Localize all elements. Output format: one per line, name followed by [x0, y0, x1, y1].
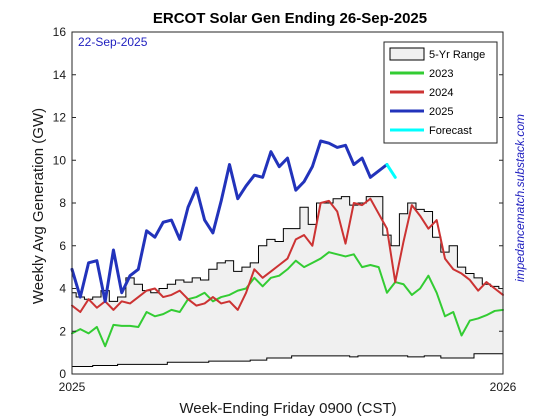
x-axis-label: Week-Ending Friday 0900 (CST): [179, 400, 396, 417]
x-tick-label: 2026: [490, 380, 517, 394]
y-tick-label: 4: [59, 282, 66, 296]
y-tick-label: 10: [53, 153, 67, 167]
legend: 5-Yr Range 2023 2024 2025 Forecast: [383, 41, 498, 144]
legend-label: Forecast: [429, 125, 472, 137]
y-tick-label: 0: [59, 367, 66, 381]
series-line-forecast: [385, 163, 397, 179]
chart-title: ERCOT Solar Gen Ending 26-Sep-2025: [153, 10, 427, 27]
y-tick-label: 14: [53, 68, 67, 82]
x-tick-label: 2025: [59, 380, 86, 394]
y-tick-label: 8: [59, 196, 66, 210]
series-line-2023: [71, 251, 504, 348]
legend-label: 2024: [429, 87, 453, 99]
y-tick-label: 12: [53, 111, 67, 125]
y-axis-label: Weekly Avg Generation (GW): [30, 108, 47, 304]
date-annotation: 22-Sep-2025: [78, 35, 148, 49]
y-tick-label: 2: [59, 324, 66, 338]
source-watermark: impedancematch.substack.com: [513, 114, 527, 282]
range-upper-line: [72, 196, 503, 302]
range-band: [72, 196, 503, 367]
legend-swatch: [389, 47, 425, 61]
y-tick-label: 16: [53, 25, 67, 39]
legend-label: 2025: [429, 106, 453, 118]
y-tick-label: 6: [59, 239, 66, 253]
legend-label: 2023: [429, 68, 453, 80]
series-line-2024: [71, 197, 504, 314]
series-line-2025: [70, 139, 389, 303]
plot-area: 0 2 4 6 8 10 12 14 16 2025 2026: [53, 25, 517, 394]
legend-label: 5-Yr Range: [429, 49, 485, 61]
range-lower-line: [72, 353, 503, 368]
